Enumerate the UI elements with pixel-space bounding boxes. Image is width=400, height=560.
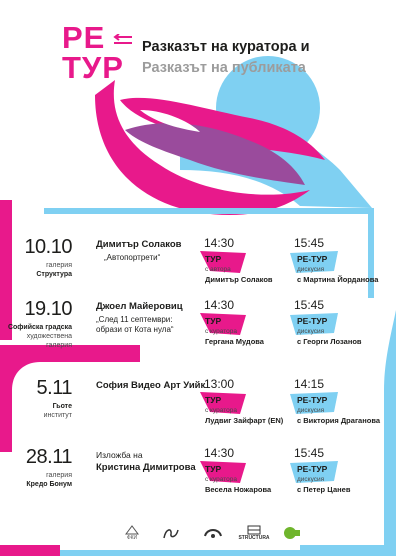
fund-logo-icon: ФКИ	[118, 522, 146, 544]
tour-role: с куратора	[205, 407, 237, 414]
tour-name: Лудвиг Зайфарт (EN)	[205, 416, 284, 425]
event-title: Изложба на	[96, 450, 143, 460]
tour-label: ТУР	[205, 464, 222, 474]
arts-logo-icon	[158, 522, 184, 544]
retour-blue-blob-icon	[290, 313, 338, 335]
retour-blue-blob-icon	[290, 392, 338, 414]
retour-time: 14:15	[294, 377, 325, 391]
retour-name: с Мартина Йорданова	[297, 275, 379, 284]
event-row: 28.11 галерия Кредо Бонум Изложба на Кри…	[0, 446, 400, 536]
purple-overlap-shape	[125, 123, 305, 185]
frame-bottom-line	[60, 550, 300, 556]
event-title: София Видео Арт Уийк	[96, 380, 206, 391]
venue: Софийска градска художествена галерия	[7, 324, 72, 349]
retour-name: с Виктория Драганова	[297, 416, 381, 425]
tour-label: ТУР	[205, 316, 222, 326]
retour-role: дискусия	[297, 476, 325, 483]
retour-blue-blob-icon	[290, 251, 338, 273]
event-date: 28.11	[25, 446, 73, 468]
venue: галерия Структура	[36, 262, 72, 278]
event-row: 10.10 галерия Структура Димитър Солаков …	[0, 236, 400, 326]
retour-name: с Георги Лозанов	[297, 337, 362, 346]
event-date: 10.10	[24, 236, 72, 258]
tour-label: ТУР	[205, 395, 222, 405]
tour-role: с куратора	[205, 328, 237, 335]
frame-bottom-left	[0, 545, 60, 556]
retour-label: РЕ-ТУР	[297, 395, 328, 405]
retour-name: с Петер Цанев	[297, 485, 351, 494]
retour-blue-blob-icon	[290, 461, 338, 483]
page-title: Разказът на куратора и	[142, 39, 310, 55]
retour-time: 15:45	[294, 446, 325, 460]
tour-pink-blob-icon	[200, 251, 246, 273]
tour-name: Гергана Мудова	[205, 337, 264, 346]
tour-name: Димитър Солаков	[205, 275, 273, 284]
tour-time: 14:30	[204, 236, 235, 250]
event-title-artist: Кристина Димитрова	[96, 462, 196, 473]
structura-logo-icon: STRUCTURA	[236, 522, 272, 544]
tour-time: 14:30	[204, 298, 235, 312]
event-title: Димитър Солаков	[96, 239, 182, 250]
retour-label: РЕ-ТУР	[297, 316, 328, 326]
retour-role: дискусия	[297, 328, 325, 335]
logo-re: РЕ	[62, 20, 106, 55]
retour-time: 15:45	[294, 236, 325, 250]
blue-corner-shape	[300, 310, 396, 556]
frame-left-bar	[0, 200, 12, 340]
tour-pink-blob-icon	[200, 392, 246, 414]
goethe-logo-icon	[280, 522, 304, 544]
retour-label: РЕ-ТУР	[297, 254, 328, 264]
frame-top-line	[44, 208, 374, 214]
event-date: 5.11	[36, 377, 73, 399]
venue: Гьоте институт	[43, 403, 72, 419]
event-subtitle: „Автопортрети“	[104, 253, 161, 262]
tour-name: Весела Ножарова	[205, 485, 272, 494]
pink-corner-shape	[0, 345, 140, 452]
event-title: Джоел Майеровиц	[96, 301, 183, 312]
tour-role: с автора	[205, 266, 231, 273]
venue: галерия Кредо Бонум	[26, 472, 72, 488]
tour-label: ТУР	[205, 254, 222, 264]
tour-role: с куратора	[205, 476, 237, 483]
pink-crescent-shape	[95, 80, 310, 215]
camera-logo-icon	[200, 522, 226, 544]
tour-time: 14:30	[204, 446, 235, 460]
page-subtitle: Разказът на публиката	[142, 60, 306, 76]
frame-right-line	[368, 208, 374, 298]
retour-role: дискусия	[297, 266, 325, 273]
event-date: 19.10	[24, 298, 72, 320]
tour-pink-blob-icon	[200, 313, 246, 335]
retour-role: дискусия	[297, 407, 325, 414]
event-subtitle: „След 11 септември: образи от Кота нула“	[96, 315, 174, 334]
event-row: 19.10 Софийска градска художествена гале…	[0, 298, 400, 388]
retour-time: 15:45	[294, 298, 325, 312]
retour-label: РЕ-ТУР	[297, 464, 328, 474]
logo-tur: ТУР	[62, 50, 124, 85]
pink-lips-shape	[120, 97, 325, 160]
tour-time: 13:00	[204, 377, 235, 391]
tour-pink-blob-icon	[200, 461, 246, 483]
event-row: 5.11 Гьоте институт София Видео Арт Уийк…	[0, 377, 400, 467]
logo-arrow-icon	[113, 34, 132, 44]
